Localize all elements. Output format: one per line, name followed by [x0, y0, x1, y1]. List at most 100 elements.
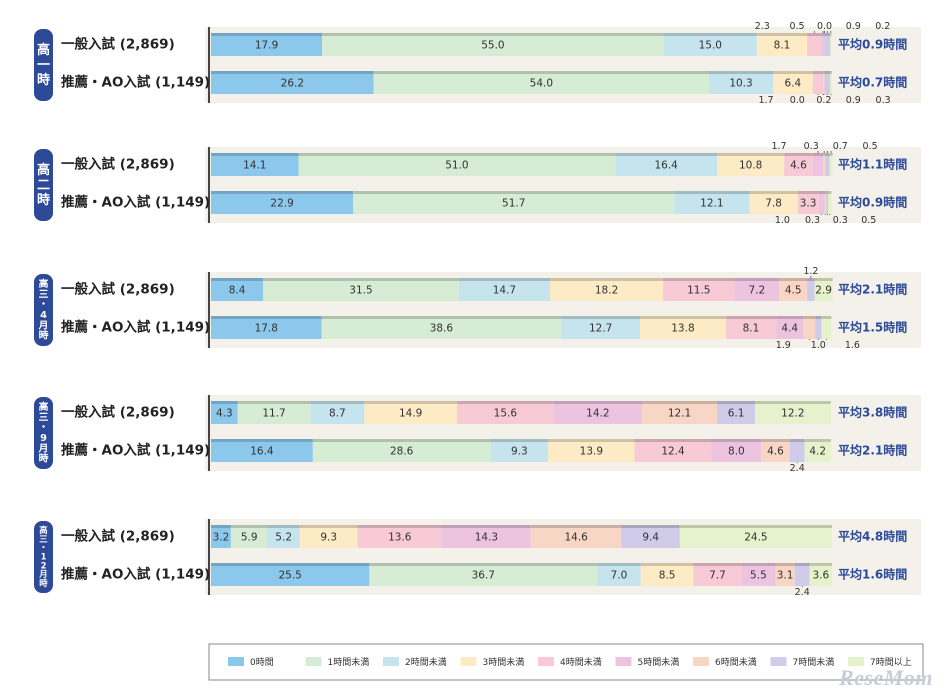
bar-segment [211, 71, 374, 94]
legend-swatch [770, 657, 787, 666]
segment-value-label: 9.4 [642, 532, 659, 544]
bar-segment [711, 439, 762, 462]
segment-value-label: 3.1 [777, 570, 794, 582]
bar-segment-highlight [263, 278, 459, 281]
bar-segment [773, 71, 813, 94]
bar-segment-highlight [641, 401, 718, 404]
bar-segment [693, 563, 742, 586]
row-label: 一般入試 (2,869) [61, 404, 175, 421]
bar-segment [321, 316, 562, 339]
bar-segment-highlight [530, 525, 622, 528]
row-label: 推薦・AO入試 (1,149) [61, 442, 210, 459]
bar-segment [211, 563, 370, 586]
segment-value-label: 4.2 [809, 446, 826, 458]
callout-value-label: 0.0 [790, 95, 805, 106]
bar-segment-highlight [814, 278, 833, 281]
bar-segment [621, 525, 680, 548]
row-label: 推薦・AO入試 (1,149) [61, 194, 210, 211]
bar-segment-highlight [548, 439, 635, 442]
bar-segment-highlight [815, 316, 822, 319]
segment-value-label: 7.8 [765, 198, 782, 210]
segment-value-label: 9.3 [511, 446, 528, 458]
bar-segment [828, 191, 832, 214]
average-label: 平均0.7時間 [838, 75, 907, 90]
average-label: 平均1.1時間 [838, 157, 907, 172]
bar-segment-highlight [211, 563, 370, 566]
segment-value-label: 15.6 [494, 408, 518, 420]
bar-segment [824, 33, 831, 56]
bar-segment [615, 153, 718, 176]
segment-value-label: 6.4 [785, 78, 802, 90]
callout-value-label: 1.7 [771, 141, 786, 152]
bar-segment [709, 71, 773, 94]
segment-value-label: 16.4 [654, 160, 678, 172]
bar-segment [776, 316, 804, 339]
segment-value-label: 8.1 [743, 323, 760, 335]
bar-segment [663, 33, 757, 56]
callout-value-label: 1.0 [811, 340, 826, 351]
bar-segment-highlight [756, 33, 808, 36]
legend-label: 7時間以上 [870, 657, 912, 668]
bar-segment-highlight [825, 153, 830, 156]
bar-segment-highlight [211, 439, 313, 442]
bar-segment-highlight [821, 33, 825, 36]
bar-segment [734, 278, 780, 301]
segment-value-label: 51.7 [502, 198, 525, 210]
bar-segment-highlight [830, 71, 832, 74]
legend-swatch [305, 657, 322, 666]
bar-segment-highlight [711, 439, 762, 442]
row-label: 一般入試 (2,869) [61, 528, 175, 545]
group-tag-char: 時 [39, 578, 48, 588]
bar-segment [826, 191, 829, 214]
bar-segment [756, 33, 808, 56]
bar-segment-highlight [237, 401, 311, 404]
bar-segment [211, 525, 231, 548]
callout-value-label: 0.3 [876, 95, 891, 106]
bar-segment [640, 316, 726, 339]
bar-segment [674, 191, 750, 214]
bar-segment-highlight [663, 33, 757, 36]
row-label: 一般入試 (2,869) [61, 281, 175, 298]
group-tag-char: 月 [38, 442, 49, 454]
bar-segment [373, 71, 710, 94]
bar-segment-highlight [634, 439, 712, 442]
segment-value-label: 14.9 [399, 408, 422, 420]
bar-segment-highlight [211, 401, 238, 404]
bar-segment [663, 278, 735, 301]
group-tag [34, 521, 53, 593]
callout-value-label: 0.3 [804, 141, 819, 152]
legend-box [208, 643, 924, 681]
bar-segment [211, 153, 299, 176]
bar-segment [299, 525, 358, 548]
bar-segment [823, 71, 825, 94]
legend-label: 7時間未満 [793, 656, 835, 668]
bar-segment [458, 278, 551, 301]
bar-segment [641, 401, 718, 424]
bar-segment-highlight [597, 563, 641, 566]
bar-segment-highlight [456, 401, 554, 404]
segment-value-label: 3.6 [812, 570, 829, 582]
segment-value-label: 14.3 [475, 532, 498, 544]
bar-segment [357, 525, 443, 548]
bar-segment [312, 439, 491, 462]
bar-segment-highlight [364, 401, 457, 404]
group-tag [34, 149, 53, 221]
bar-segment [298, 153, 616, 176]
bar-segment [640, 563, 694, 586]
segment-value-label: 12.2 [781, 408, 804, 420]
bar-segment [749, 191, 798, 214]
bar-segment-highlight [267, 525, 300, 528]
bar-segment-highlight [809, 563, 832, 566]
segment-value-label: 13.8 [671, 323, 694, 335]
group-tag-char: 高 [39, 525, 48, 535]
average-label: 平均2.1時間 [838, 443, 907, 458]
bar-segment [824, 191, 827, 214]
group-tag-char: 月 [38, 569, 47, 579]
bar-segment [211, 401, 238, 424]
bar-segment [369, 563, 598, 586]
bar-segment-highlight [615, 153, 718, 156]
segment-value-label: 8.4 [229, 285, 246, 297]
group-tag-char: 時 [39, 452, 49, 465]
bar-segment [211, 191, 354, 214]
